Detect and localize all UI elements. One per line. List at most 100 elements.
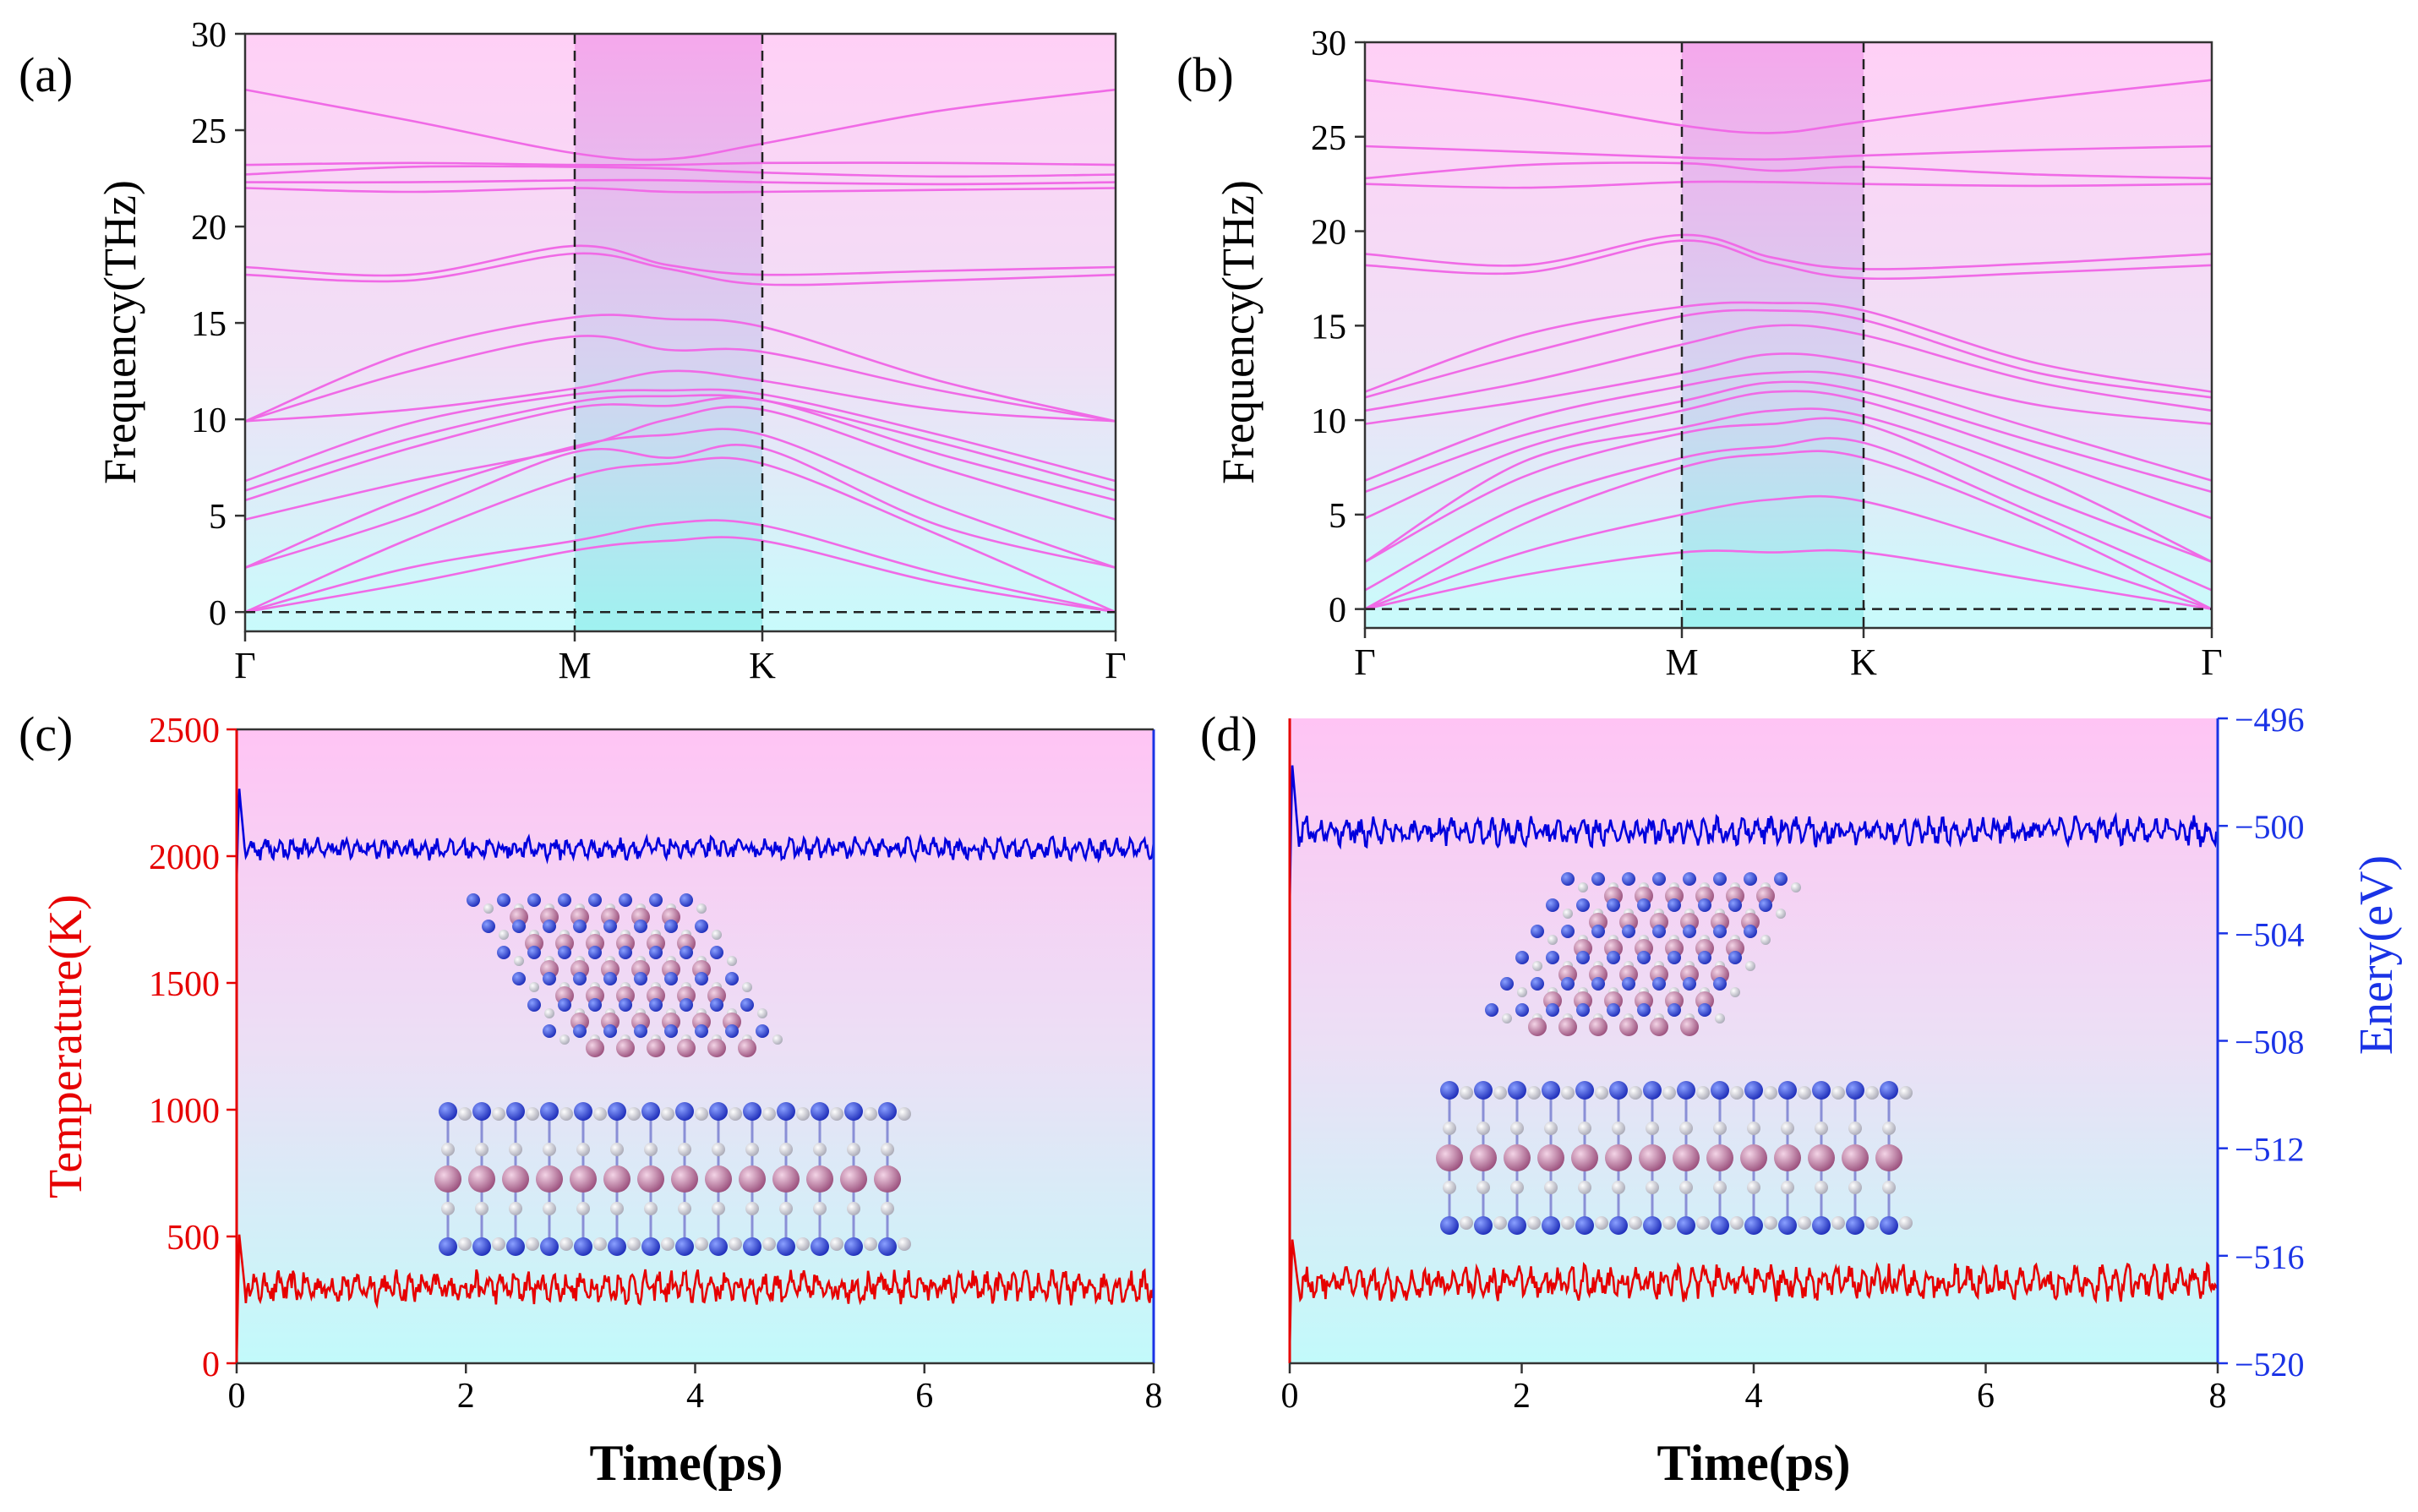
phonon-bands: [244, 88, 1116, 614]
atom: [558, 998, 571, 1012]
atom: [499, 930, 509, 940]
atom: [1831, 1216, 1845, 1230]
atom: [680, 946, 693, 959]
atom: [573, 920, 587, 933]
band-line: [1364, 301, 2213, 393]
band-line: [244, 519, 1116, 614]
atom: [1798, 1216, 1811, 1230]
atom: [475, 1143, 489, 1156]
y-tick-label: 0: [202, 1346, 220, 1384]
atom: [1662, 1216, 1676, 1230]
atom: [1696, 1216, 1710, 1230]
atom: [1561, 1216, 1575, 1230]
atom: [573, 1024, 587, 1038]
y-axis-ticks: −496 −500 −504 −508 −512 −516 −520: [2218, 701, 2305, 1384]
atom: [570, 1165, 597, 1193]
atom: [603, 920, 617, 933]
atom: [740, 998, 754, 1012]
y2-tick-label: −504: [2235, 915, 2305, 953]
atom: [1515, 1003, 1529, 1017]
atom: [1542, 1081, 1560, 1100]
atom: [1544, 1181, 1558, 1194]
x-axis-ticks: 0 2 4 6 8: [1281, 1363, 2227, 1416]
atom: [806, 1165, 833, 1193]
atom: [707, 1039, 726, 1057]
atom: [468, 1165, 495, 1193]
atom: [543, 1202, 556, 1215]
atom: [439, 1237, 457, 1256]
series-energy: [235, 789, 1155, 882]
atom: [678, 1143, 691, 1156]
atom: [757, 1008, 767, 1018]
atom: [742, 982, 752, 992]
panel-label: (d): [1200, 707, 1258, 761]
atom: [1622, 977, 1635, 991]
atom: [898, 1107, 911, 1121]
atom: [467, 893, 480, 907]
atom: [1515, 951, 1529, 964]
structure-inset: [434, 893, 911, 1256]
atom: [475, 1202, 489, 1215]
atom: [482, 920, 495, 933]
atom: [603, 1024, 617, 1038]
atom: [811, 1237, 829, 1256]
atom: [1528, 1018, 1547, 1036]
atom: [608, 1102, 626, 1121]
x-tick-label: 0: [228, 1377, 246, 1416]
y-tick-label: 25: [191, 112, 227, 151]
atom: [1730, 987, 1740, 997]
atom: [1679, 1122, 1693, 1135]
atom: [1744, 1081, 1763, 1100]
atom: [1440, 1081, 1459, 1100]
atom: [543, 920, 556, 933]
band-line: [1364, 352, 2213, 425]
atom: [558, 946, 571, 959]
atom: [1882, 1181, 1896, 1194]
atom: [1711, 1081, 1729, 1100]
band-line: [1364, 161, 2213, 180]
atom: [634, 1024, 647, 1038]
x-tick-label: Γ: [2201, 641, 2222, 683]
atom: [1561, 1086, 1575, 1100]
x-tick-label: Γ: [234, 645, 255, 686]
atom: [1595, 1216, 1608, 1230]
atom: [1667, 1003, 1681, 1017]
atom: [472, 1102, 491, 1121]
atom: [1791, 882, 1801, 892]
atom: [756, 1024, 769, 1038]
atom: [1713, 977, 1727, 991]
atom: [1759, 898, 1772, 912]
atom: [1607, 898, 1620, 912]
atom: [1846, 1216, 1864, 1235]
atom: [1808, 1144, 1835, 1171]
atom: [509, 1143, 522, 1156]
atom: [830, 1107, 843, 1121]
atom: [772, 1165, 800, 1193]
atom: [1508, 1081, 1526, 1100]
band-line: [244, 161, 1116, 166]
atom: [1711, 1216, 1729, 1235]
band-line: [1364, 239, 2213, 281]
atom: [675, 1102, 694, 1121]
atom: [1764, 1216, 1777, 1230]
panel-label: (b): [1176, 47, 1234, 102]
atom: [1595, 1086, 1608, 1100]
atom: [441, 1143, 455, 1156]
atom: [619, 946, 632, 959]
atom: [878, 1102, 897, 1121]
panel-b: 0 5 10 15 20 25 30 Γ M K Γ (b) Frequency(THz): [1176, 25, 2223, 683]
x-tick-label: M: [1665, 641, 1698, 683]
atom: [796, 1107, 810, 1121]
atom: [634, 972, 647, 985]
atom: [588, 946, 602, 959]
atom: [847, 1143, 860, 1156]
atom: [1764, 1086, 1777, 1100]
atom: [1781, 1181, 1794, 1194]
x-tick-label: M: [558, 645, 591, 686]
x-tick-label: K: [749, 645, 776, 686]
atom: [1698, 898, 1711, 912]
atom: [1730, 1216, 1744, 1230]
atom: [439, 1102, 457, 1121]
atom: [811, 1102, 829, 1121]
